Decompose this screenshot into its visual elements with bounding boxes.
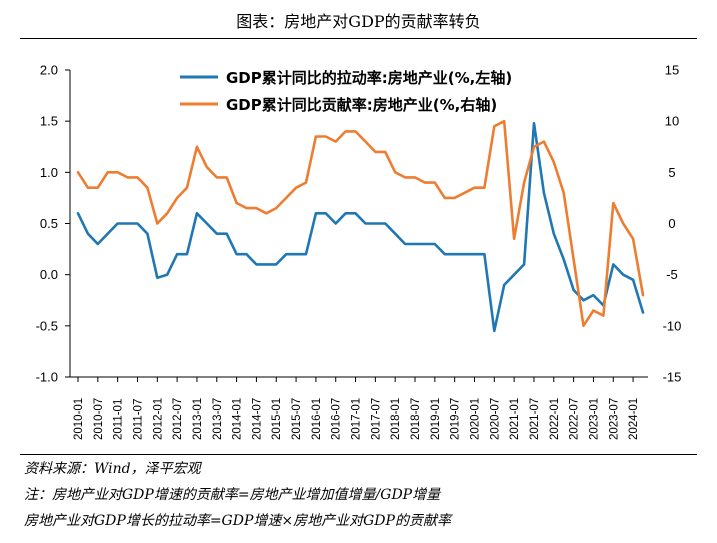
x-tick-label: 2012-07 bbox=[172, 398, 184, 440]
x-tick-label: 2014-01 bbox=[232, 398, 244, 440]
x-tick-label: 2023-07 bbox=[608, 398, 620, 440]
x-tick-label: 2024-01 bbox=[628, 398, 640, 440]
series-lines bbox=[76, 119, 645, 333]
line-chart: 2.0 1.5 1.0 0.5 0.0 -0.5 -1.0 15 10 5 0 -5 -10 -15 2… bbox=[36, 63, 682, 441]
legend-label-orange: GDP累计同比贡献率:房地产业(%,右轴) bbox=[226, 96, 497, 114]
x-tick-label: 2020-01 bbox=[469, 398, 481, 440]
left-tick-label: -1.0 bbox=[36, 370, 58, 385]
x-tick-label: 2022-01 bbox=[549, 398, 561, 440]
series-line-contribution-rate bbox=[76, 119, 645, 328]
x-tick-label: 2013-01 bbox=[192, 398, 204, 440]
x-tick-label: 2019-01 bbox=[430, 398, 442, 440]
x-tick-label: 2010-01 bbox=[73, 398, 85, 440]
x-tick-label: 2021-01 bbox=[509, 398, 521, 440]
x-tick-label: 2018-07 bbox=[410, 398, 422, 440]
x-tick-label: 2011-01 bbox=[113, 399, 125, 440]
x-axis-ticks: 2010-01 2010-07 2011-01 2011-07 2012-01 2012-… bbox=[73, 377, 640, 440]
source-note: 资料来源：Wind，泽平宏观 bbox=[24, 461, 201, 477]
formula-note-2: 房地产业对GDP增长的拉动率=GDP增速×房地产业对GDP的贡献率 bbox=[24, 513, 451, 529]
x-tick-label: 2019-07 bbox=[450, 398, 462, 440]
series-line-pull-rate bbox=[76, 121, 645, 333]
left-tick-label: 2.0 bbox=[40, 63, 58, 78]
x-tick-label: 2015-07 bbox=[291, 398, 303, 440]
legend: GDP累计同比的拉动率:房地产业(%,左轴) GDP累计同比贡献率:房地产业(%… bbox=[180, 69, 512, 114]
left-tick-label: 1.5 bbox=[40, 114, 58, 129]
left-tick-label: -0.5 bbox=[36, 318, 58, 333]
right-tick-label: -5 bbox=[666, 267, 678, 282]
x-tick-label: 2013-07 bbox=[212, 398, 224, 440]
bottom-divider bbox=[20, 454, 697, 455]
formula-note-1: 注：房地产业对GDP增速的贡献率=房地产业增加值增量/GDP增量 bbox=[24, 487, 441, 503]
x-tick-label: 2012-01 bbox=[152, 398, 164, 440]
x-tick-label: 2020-07 bbox=[489, 398, 501, 440]
right-tick-label: -10 bbox=[663, 318, 682, 333]
x-tick-label: 2014-07 bbox=[251, 398, 263, 440]
left-tick-label: 1.0 bbox=[40, 165, 58, 180]
x-tick-label: 2017-07 bbox=[370, 398, 382, 440]
right-axis-ticks: 15 10 5 0 -5 -10 -15 bbox=[663, 63, 682, 385]
right-tick-label: 0 bbox=[668, 216, 675, 231]
chart-title: 图表：房地产对GDP的贡献率转负 bbox=[236, 12, 481, 31]
left-tick-label: 0.0 bbox=[40, 267, 58, 282]
right-tick-label: -15 bbox=[663, 370, 682, 385]
x-tick-label: 2015-01 bbox=[271, 398, 283, 440]
legend-label-blue: GDP累计同比的拉动率:房地产业(%,左轴) bbox=[226, 69, 512, 87]
x-tick-label: 2011-07 bbox=[132, 399, 144, 440]
right-tick-label: 10 bbox=[665, 114, 679, 129]
x-tick-label: 2017-01 bbox=[351, 398, 363, 440]
left-tick-label: 0.5 bbox=[40, 216, 58, 231]
x-tick-label: 2021-07 bbox=[529, 398, 541, 440]
x-tick-label: 2016-01 bbox=[311, 398, 323, 440]
x-tick-label: 2010-07 bbox=[93, 398, 105, 440]
right-tick-label: 15 bbox=[665, 63, 679, 78]
x-tick-label: 2018-01 bbox=[390, 398, 402, 440]
x-tick-label: 2016-07 bbox=[331, 398, 343, 440]
left-axis-ticks: 2.0 1.5 1.0 0.5 0.0 -0.5 -1.0 bbox=[36, 63, 70, 385]
top-divider bbox=[20, 38, 697, 39]
x-tick-label: 2023-01 bbox=[588, 398, 600, 440]
right-tick-label: 5 bbox=[668, 165, 675, 180]
x-tick-label: 2022-07 bbox=[569, 398, 581, 440]
